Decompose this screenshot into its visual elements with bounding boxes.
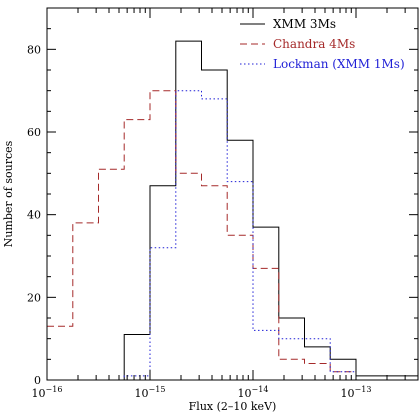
- y-tick-label: 20: [27, 291, 41, 304]
- y-tick-label: 60: [27, 126, 41, 139]
- legend-label: Lockman (XMM 1Ms): [273, 57, 405, 71]
- y-tick-label: 0: [34, 374, 41, 387]
- series-layer: [47, 40, 418, 381]
- x-tick-label: 10−15: [135, 385, 166, 400]
- y-tick-label: 40: [27, 209, 41, 222]
- series-line-1: [47, 90, 356, 373]
- legend: XMM 3Ms Chandra 4Ms Lockman (XMM 1Ms): [240, 17, 405, 71]
- x-tick-label: 10−14: [238, 385, 269, 400]
- series-line-2: [47, 90, 418, 381]
- legend-label: Chandra 4Ms: [273, 37, 355, 51]
- series-line-0: [47, 40, 418, 381]
- y-tick-label: 80: [27, 43, 41, 56]
- legend-label: XMM 3Ms: [273, 17, 336, 31]
- x-axis-label: Flux (2–10 keV): [189, 400, 277, 413]
- ticks-layer: 0 20 40 60 80 10−16 10−15 10−14 10−13: [27, 8, 419, 400]
- x-tick-label: 10−13: [341, 385, 372, 400]
- y-axis-label: Number of sources: [2, 140, 15, 247]
- x-tick-label: 10−16: [32, 385, 63, 400]
